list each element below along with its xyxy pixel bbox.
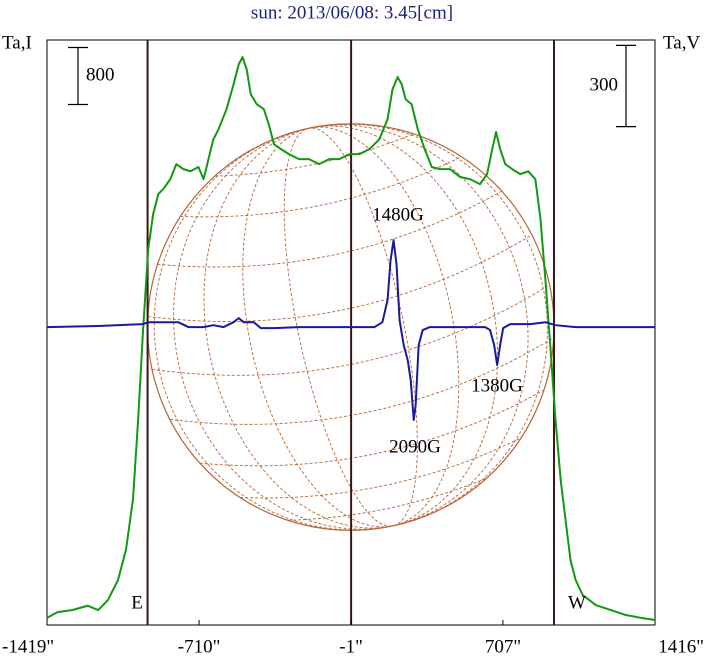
parallel [180, 156, 462, 218]
annotation: 2090G [389, 436, 441, 457]
chart-title: sun: 2013/06/08: 3.45[cm] [251, 2, 453, 23]
annotation: 1480G [372, 204, 424, 225]
limb-label: W [568, 592, 586, 613]
meridian [153, 123, 548, 531]
annotation: 1380G [471, 375, 523, 396]
scale-bar-label: 800 [86, 64, 115, 85]
meridian [173, 124, 529, 530]
y-scale-bar [68, 46, 88, 106]
x-tick-label: 1416" [658, 636, 704, 657]
y2-axis-label: Ta,V [663, 32, 700, 53]
parallel [287, 477, 487, 521]
scale-bar-label: 300 [590, 74, 619, 95]
parallel [169, 337, 554, 425]
data-line [46, 56, 656, 621]
parallel [214, 133, 414, 177]
y-axis-label: Ta,I [2, 32, 32, 53]
disc-grid [147, 123, 554, 531]
parallel [151, 284, 550, 376]
parallel [240, 437, 522, 499]
data-line [46, 239, 655, 421]
meridian [203, 125, 498, 529]
limb-label: E [131, 592, 143, 613]
x-tick-label: 707" [485, 636, 521, 657]
x-tick-label: -1419" [2, 636, 54, 657]
x-tick-label: -1" [339, 636, 363, 657]
x-tick-label: -710" [178, 636, 221, 657]
parallel [147, 234, 533, 322]
y2-scale-bar [616, 44, 636, 128]
